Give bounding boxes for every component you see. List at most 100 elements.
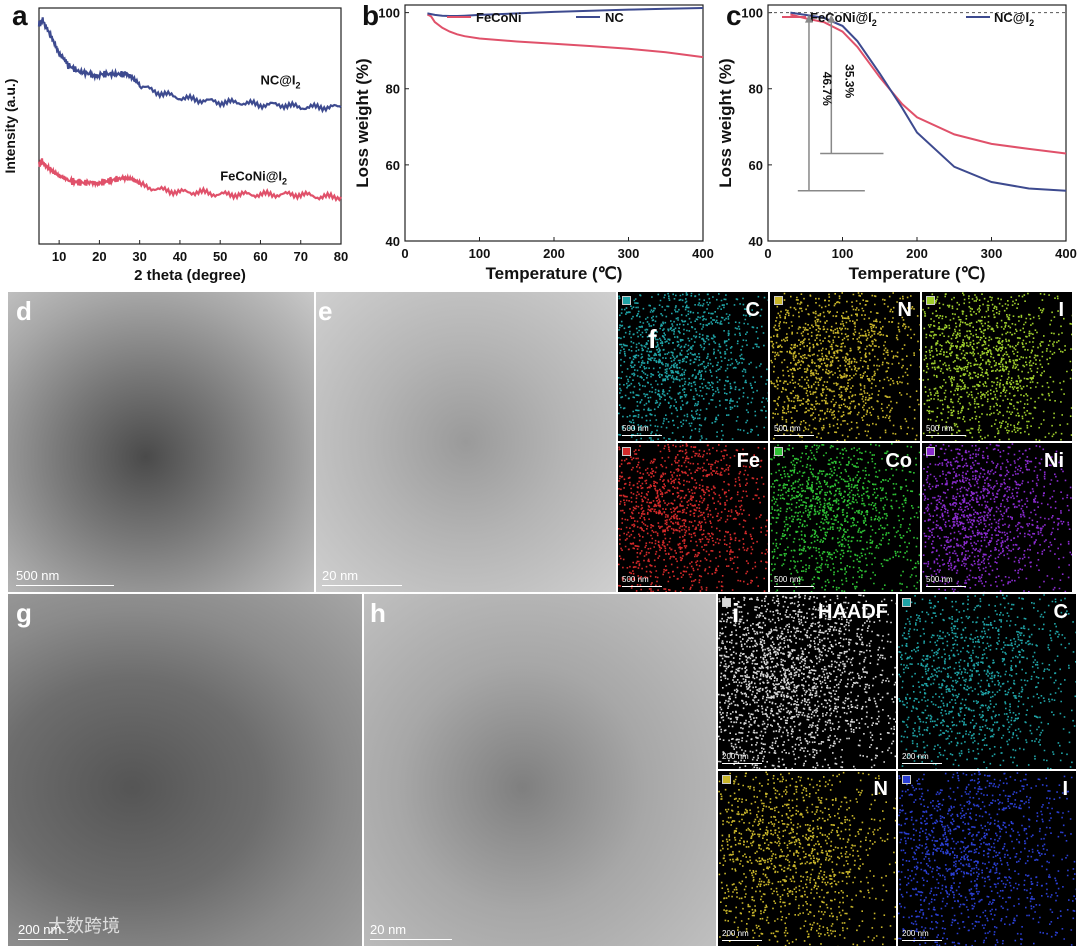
mapping-speckles [898,771,1076,946]
scale-label: 200 nm [722,929,749,938]
eds-i-c: C 200 nm [898,594,1076,769]
scale-label: 200 nm [902,929,929,938]
scale-label: 500 nm [774,575,801,584]
x-tick-label-a: 10 [52,249,66,264]
panel-label-a: a [12,0,28,31]
y-tick-label-c: 100 [741,6,763,21]
y-tick-label-b: 60 [386,158,400,173]
y-axis-label-c: Loss weight (%) [716,58,735,187]
tem-image-h: h 20 nm [364,594,716,946]
legend-label-feconi: FeCoNi [476,10,522,25]
channel-marker [926,447,935,456]
eds-mapping-f: f C 500 nm N 500 nm I 500 nm Fe 500 nm Co 500 nm N… [618,292,1076,592]
panel-label-g: g [16,598,32,628]
element-label-c: C [1053,601,1068,623]
element-label-haadf: HAADF [818,601,888,623]
mapping-speckles [922,443,1072,592]
scale-label: 500 nm [926,575,953,584]
series-line-b-0 [426,13,704,59]
scale-label: 500 nm [926,424,953,433]
eds-f-ni: Ni 500 nm [922,443,1072,592]
mapping-speckles [718,594,896,769]
x-tick-label-a: 80 [334,249,348,264]
scale-bar-e [322,585,402,586]
element-label-n: N [897,299,912,321]
panel-label-e: e [318,296,333,326]
eds-f-fe: Fe 500 nm [618,443,768,592]
x-tick-label-c: 0 [764,246,771,261]
mapping-signal [770,443,920,592]
scale-label-e: 20 nm [322,568,359,583]
x-tick-label-a: 70 [293,249,307,264]
eds-i-haadf: HAADF 200 nm [718,594,896,769]
scale-label-d: 500 nm [16,568,60,583]
mapping-speckles [770,292,920,441]
x-tick-label-c: 200 [906,246,928,261]
scale-label-g: 200 nm [18,922,62,937]
y-tick-label-b: 100 [378,6,400,21]
mapping-signal [898,771,1076,946]
x-tick-label-b: 200 [543,246,565,261]
y-tick-label-c: 60 [749,158,763,173]
scale-bar [774,586,814,587]
mapping-signal [922,443,1072,592]
mapping-speckles [898,594,1076,769]
element-label-ni: Ni [1044,450,1064,472]
eds-i-i: I 200 nm [898,771,1076,946]
panel-label-d: d [16,296,32,326]
series-label-feconi-i2: FeCoNi@I2 [220,168,287,186]
mapping-signal [718,771,896,946]
annotation-label-35: 35.3% [842,64,856,98]
scale-label: 200 nm [902,752,929,761]
scale-bar [902,940,942,941]
x-tick-label-c: 100 [832,246,854,261]
legend-label-nc: NC [605,10,624,25]
chart-area: 10 20 30 40 50 60 70 80 2 theta (degree) Intensit… [2,0,1077,284]
panel-label-i: i [732,598,740,628]
mapping-speckles [922,292,1072,441]
channel-marker [622,296,631,305]
eds-f-co: Co 500 nm [770,443,920,592]
scale-bar [722,763,762,764]
mapping-speckles [618,292,768,441]
panel-label-b: b [362,0,379,31]
series-line-b-1 [427,7,704,17]
panel-label-c: c [726,0,742,31]
tem-image-d: d 500 nm [8,292,314,592]
mapping-signal [618,292,768,441]
scale-bar [774,435,814,436]
plot-frame-b [404,4,704,242]
x-axis-label-b: Temperature (℃) [486,264,623,283]
mapping-signal [898,594,1076,769]
scale-bar [622,435,662,436]
x-tick-label-c: 300 [981,246,1003,261]
arrowhead-46 [804,14,813,23]
plot-frame-c [767,4,1067,242]
y-tick-label-c: 40 [749,234,763,249]
scale-bar-d [16,585,114,586]
x-tick-label-a: 40 [173,249,187,264]
element-label-i: I [1062,778,1068,800]
element-label-co: Co [885,450,912,472]
mapping-signal [770,292,920,441]
channel-marker [926,296,935,305]
x-tick-label-b: 0 [401,246,408,261]
mapping-signal [718,594,896,769]
scale-bar [926,586,966,587]
annotation-label-46: 46.7% [820,72,834,106]
watermark-text: 大数跨境 [48,916,120,937]
x-tick-label-c: 400 [1055,246,1077,261]
channel-marker [774,447,783,456]
y-axis-label-b: Loss weight (%) [353,58,372,187]
channel-marker [774,296,783,305]
x-tick-label-b: 100 [469,246,491,261]
legend-label-nc-i2: NC@I2 [994,10,1034,28]
series-line-c-1 [790,11,1067,192]
y-tick-label-c: 80 [749,82,763,97]
scale-label-h: 20 nm [370,922,407,937]
panel-label-f: f [648,324,657,354]
channel-marker [622,447,631,456]
channel-marker [902,775,911,784]
element-label-i: I [1058,299,1064,321]
x-tick-label-a: 50 [213,249,227,264]
